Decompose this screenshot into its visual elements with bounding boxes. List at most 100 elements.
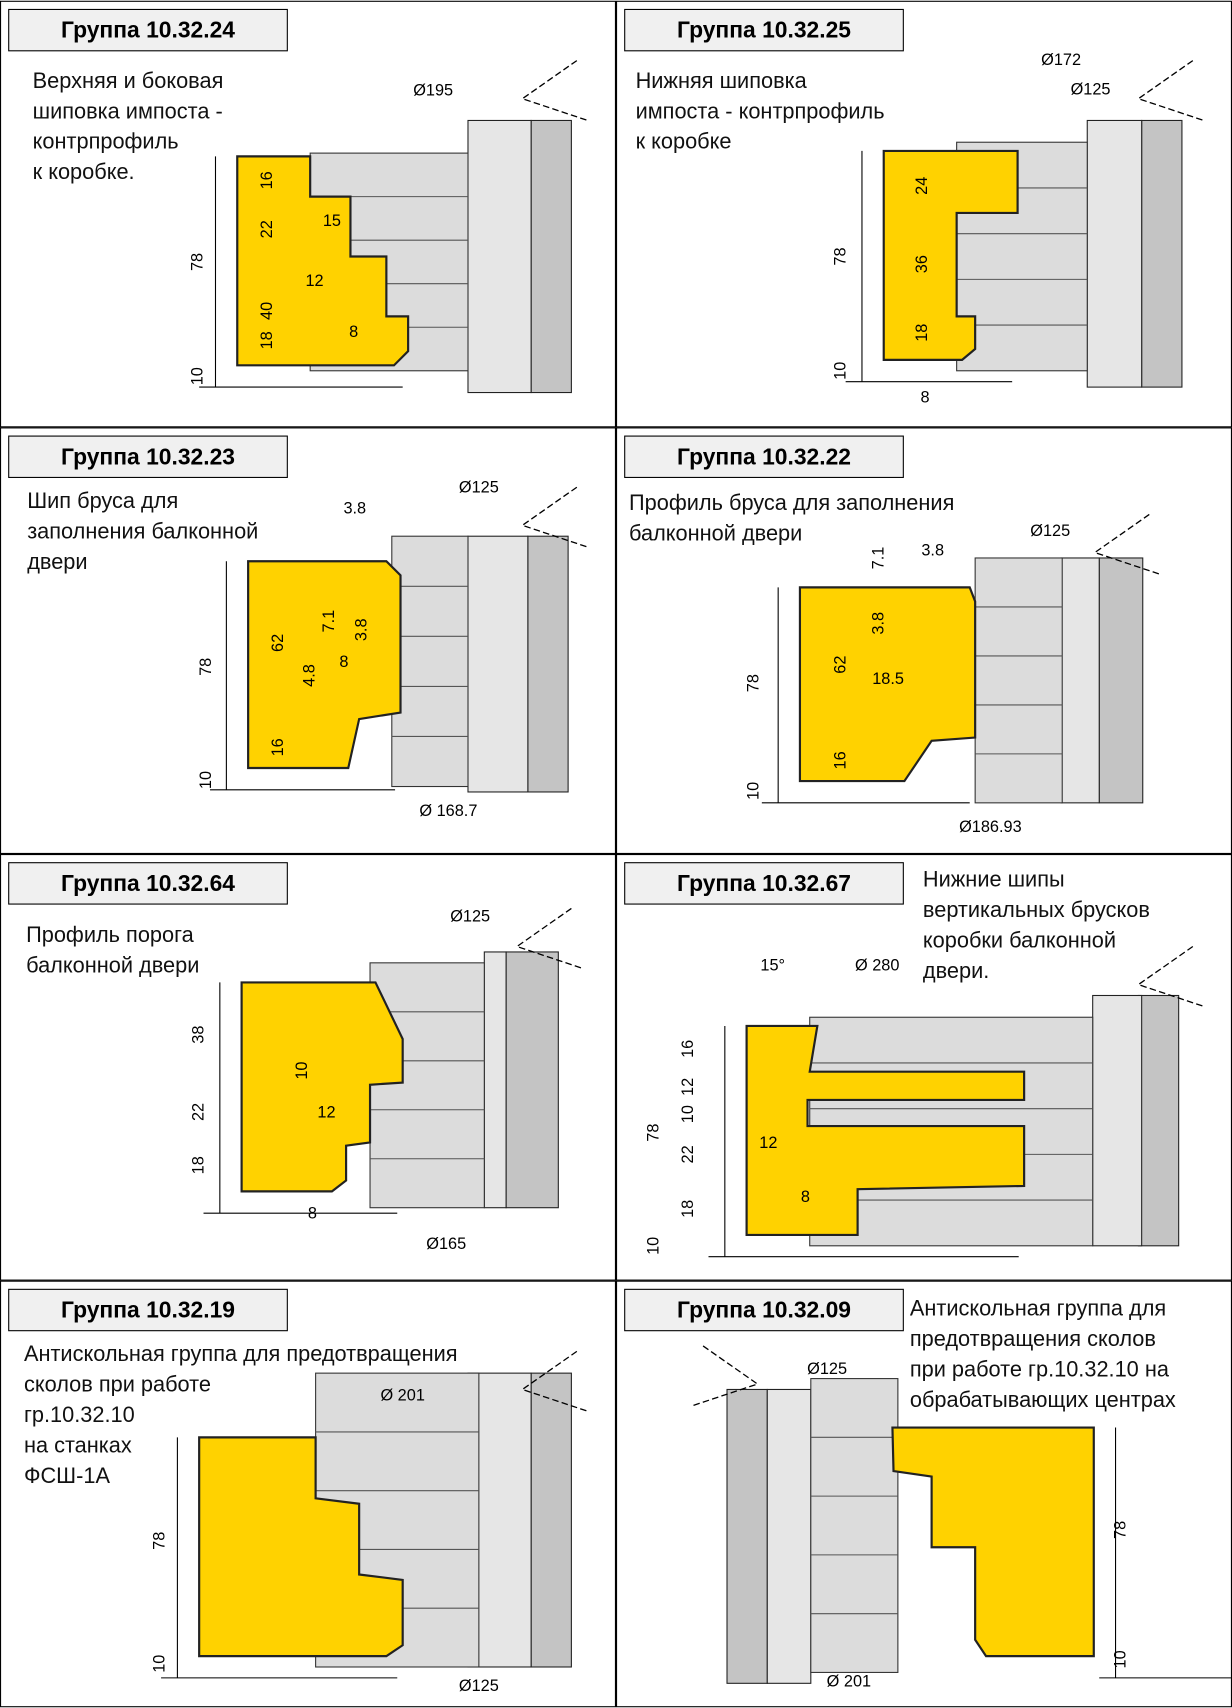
description: на станках bbox=[24, 1433, 132, 1458]
dimension-label: 38 bbox=[189, 1026, 207, 1044]
dimension-label: 7.1 bbox=[870, 547, 888, 570]
dimension-label: 8 bbox=[349, 323, 358, 341]
description: к коробке bbox=[636, 129, 732, 154]
description: импоста - контрпрофиль bbox=[636, 98, 885, 123]
title-box bbox=[624, 1288, 904, 1332]
title-box bbox=[8, 862, 288, 905]
dimension-label: 10 bbox=[1111, 1650, 1129, 1668]
workpiece bbox=[247, 560, 402, 770]
dimension-label: 10 bbox=[679, 1105, 697, 1123]
workpiece bbox=[891, 1426, 1095, 1658]
panel-title: Группа 10.32.09 bbox=[677, 1297, 851, 1323]
feed-arrow bbox=[520, 486, 588, 548]
panel: Группа 10.32.25 Нижняя шиповка импоста - к… bbox=[616, 0, 1232, 428]
spindle bbox=[766, 1388, 812, 1684]
panel-border bbox=[616, 0, 1232, 428]
workpiece bbox=[745, 1024, 1026, 1237]
cutter-body bbox=[369, 962, 485, 1209]
spindle-shaft bbox=[1141, 119, 1183, 388]
dimension-label: Ø 201 bbox=[380, 1386, 424, 1404]
dimension-label: 10 bbox=[197, 771, 215, 789]
panel-title: Группа 10.32.64 bbox=[61, 870, 235, 896]
dimension-label: 22 bbox=[679, 1145, 697, 1163]
panel: Группа 10.32.19 Антискольная группа для п… bbox=[0, 1280, 616, 1708]
dimension-label: Ø125 bbox=[459, 479, 499, 497]
dimension-label: 24 bbox=[913, 177, 931, 195]
dimension-label: Ø165 bbox=[426, 1235, 466, 1253]
panel-title: Группа 10.32.67 bbox=[677, 870, 851, 896]
dimension-label: 10 bbox=[832, 362, 850, 380]
dimension-label: Ø195 bbox=[413, 81, 453, 99]
dimension-label: 78 bbox=[188, 253, 206, 271]
dimension-label: 18 bbox=[258, 331, 276, 349]
dimension-label: 78 bbox=[197, 658, 215, 676]
dimension-label: 62 bbox=[269, 634, 287, 652]
dimension-label: 3.8 bbox=[343, 499, 366, 517]
panel: Группа 10.32.09 Антискольная группа для пр… bbox=[616, 1280, 1232, 1708]
spindle bbox=[1060, 557, 1100, 804]
dimension-label: 10 bbox=[150, 1655, 168, 1673]
dimension-label: 3.8 bbox=[870, 612, 888, 635]
description: двери bbox=[27, 549, 87, 574]
panel-title: Группа 10.32.23 bbox=[61, 443, 235, 469]
dimension-label: 8 bbox=[921, 388, 930, 406]
dimension-label: 78 bbox=[745, 674, 763, 692]
dimension-label: 10 bbox=[745, 782, 763, 800]
description: шиповка импоста - bbox=[33, 98, 223, 123]
description: сколов при работе bbox=[24, 1372, 211, 1397]
dimension-label: 12 bbox=[759, 1134, 777, 1152]
dimension-label: 7.1 bbox=[320, 610, 338, 633]
spindle bbox=[483, 951, 507, 1209]
workpiece bbox=[198, 1436, 404, 1658]
panel: Группа 10.32.22 Профиль бруса для заполне… bbox=[616, 427, 1232, 854]
title-box bbox=[8, 1288, 288, 1332]
dimension-label: Ø 201 bbox=[827, 1673, 871, 1691]
workpiece bbox=[798, 586, 977, 783]
description: контрпрофиль bbox=[33, 129, 179, 154]
workpiece bbox=[882, 149, 1019, 361]
dimension-label: 12 bbox=[317, 1103, 335, 1121]
feed-arrow bbox=[1136, 945, 1204, 1007]
title-box bbox=[624, 862, 904, 905]
dimension-label: 8 bbox=[339, 653, 348, 671]
dimension-label: 16 bbox=[832, 751, 850, 769]
cutter-body bbox=[391, 535, 469, 788]
description: Нижние шипы bbox=[923, 867, 1065, 892]
description: Нижняя шиповка bbox=[636, 68, 808, 93]
panel-title: Группа 10.32.22 bbox=[677, 443, 851, 469]
feed-arrow bbox=[520, 60, 588, 122]
description: предотвращения сколов bbox=[910, 1326, 1156, 1351]
dimension-label: 18 bbox=[913, 324, 931, 342]
dimension-label: 3.8 bbox=[353, 618, 371, 641]
description: Верхняя и боковая bbox=[33, 68, 224, 93]
dimension-label: 78 bbox=[150, 1532, 168, 1550]
spindle bbox=[1092, 994, 1143, 1247]
description: ФСШ-1А bbox=[24, 1463, 111, 1488]
description: балконной двери bbox=[629, 521, 802, 546]
dimension-label: 18 bbox=[679, 1200, 697, 1218]
dimension-label: 16 bbox=[679, 1040, 697, 1058]
panel-title: Группа 10.32.25 bbox=[677, 17, 851, 43]
description: двери. bbox=[923, 958, 989, 983]
workpiece bbox=[236, 155, 410, 367]
panel: Группа 10.32.24 Верхняя и боковая шиповка … bbox=[0, 0, 616, 428]
spindle-shaft bbox=[1137, 994, 1180, 1247]
title-box bbox=[8, 8, 288, 52]
title-box bbox=[624, 435, 904, 478]
dimension-label: 16 bbox=[258, 171, 276, 189]
dimension-label: 18 bbox=[189, 1156, 207, 1174]
panel-border bbox=[0, 1280, 616, 1708]
description: к коробке. bbox=[33, 159, 135, 184]
description: Профиль порога bbox=[26, 922, 194, 947]
dimension-label: 10 bbox=[644, 1237, 662, 1255]
spindle bbox=[467, 119, 532, 394]
dimension-label: 10 bbox=[188, 367, 206, 385]
panel-border bbox=[616, 427, 1232, 854]
workpiece bbox=[240, 981, 404, 1193]
dimension-label: Ø125 bbox=[450, 907, 490, 925]
dimension-label: 8 bbox=[308, 1205, 317, 1223]
description: Профиль бруса для заполнения bbox=[629, 490, 954, 515]
feed-arrow bbox=[1093, 513, 1161, 575]
dimension-label: Ø186.93 bbox=[959, 818, 1022, 836]
